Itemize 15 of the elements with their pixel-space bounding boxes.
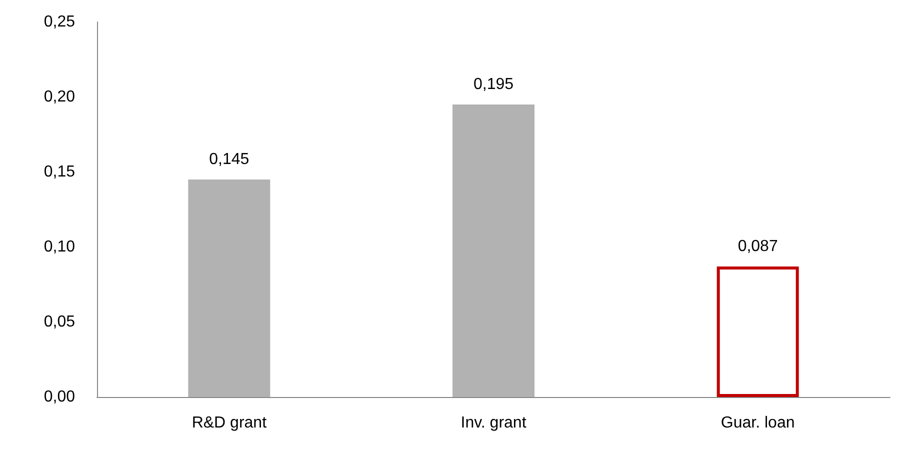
x-tick-label: Guar. loan xyxy=(720,414,795,432)
data-label: 0,145 xyxy=(209,151,250,168)
data-label: 0,195 xyxy=(473,76,514,93)
x-tick-label: Inv. grant xyxy=(460,414,527,432)
y-tick-label: 0,05 xyxy=(44,314,76,330)
y-tick-label: 0,10 xyxy=(44,238,76,256)
bar xyxy=(716,266,799,397)
bar xyxy=(452,104,534,397)
y-tick-label: 0,00 xyxy=(44,388,76,406)
data-label: 0,087 xyxy=(738,238,778,255)
x-tick-label: R&D grant xyxy=(192,414,268,432)
bar xyxy=(188,180,270,397)
y-tick-label: 0,20 xyxy=(44,88,76,106)
y-tick-label: 0,25 xyxy=(44,14,76,30)
y-tick-label: 0,15 xyxy=(44,164,76,180)
